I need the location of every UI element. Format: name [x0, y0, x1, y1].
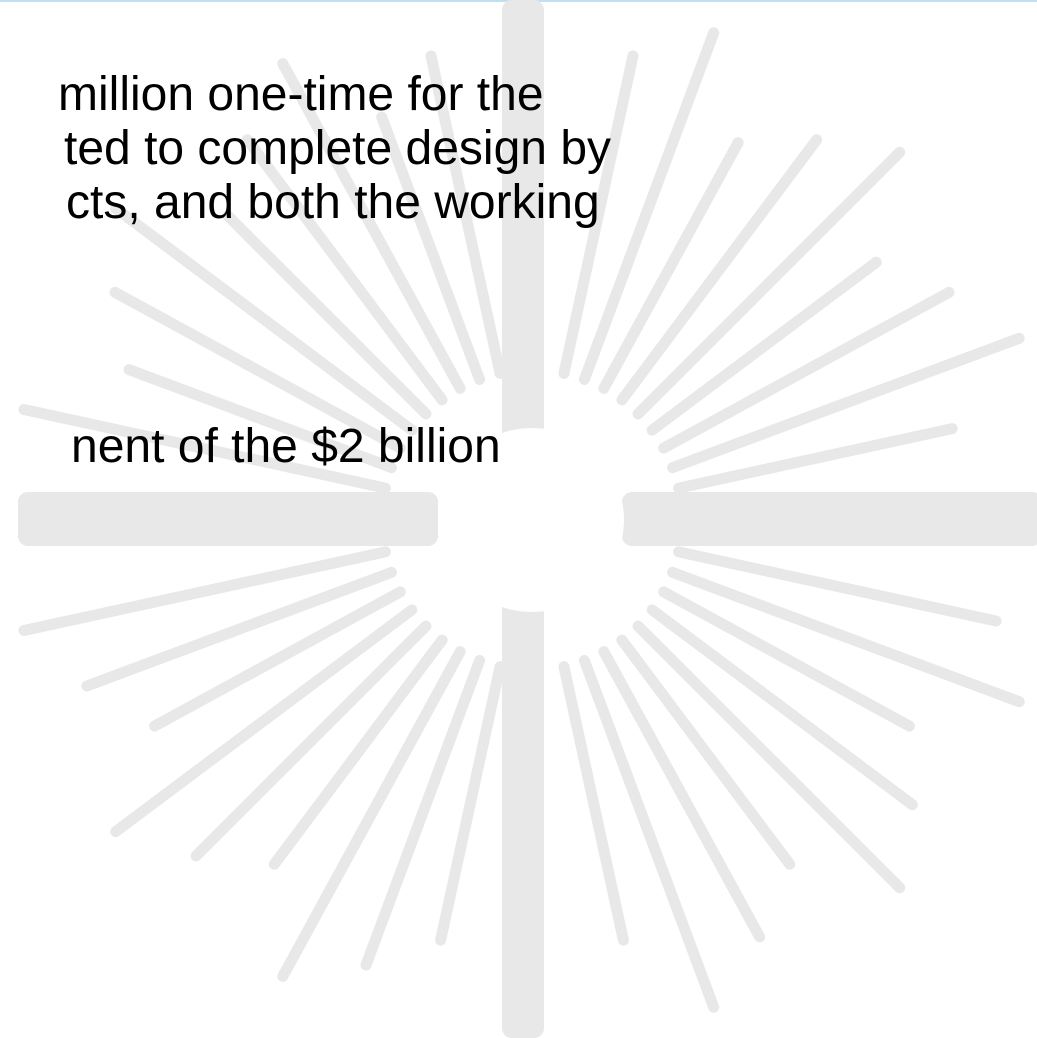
paragraph-line: ted to complete design by — [64, 122, 612, 175]
sunburst-ray — [110, 604, 418, 838]
paragraph-line: cts, and both the working — [66, 176, 600, 229]
sunburst-ray — [646, 604, 918, 811]
sunburst-ray — [18, 404, 391, 494]
sunburst-ray — [616, 634, 796, 870]
sunburst-ray — [241, 134, 448, 406]
sunburst-ray — [190, 620, 432, 862]
body-paragraph-2: nent of the $2 billion — [0, 420, 501, 474]
sunburst-ray — [123, 364, 397, 474]
sunburst-ray — [268, 634, 448, 870]
sunburst-ray — [646, 256, 882, 436]
sunburst-ray — [425, 50, 506, 379]
sunburst-ray — [658, 586, 915, 732]
sunburst-ray — [277, 58, 466, 394]
paragraph-line: million one-time for the — [58, 68, 544, 121]
sunburst-ray — [222, 210, 432, 420]
sunburst-ray — [632, 146, 906, 420]
sunburst-ray — [149, 586, 406, 732]
sunburst-ray — [277, 646, 466, 982]
sunburst-ray — [673, 423, 958, 494]
sunburst-ray — [667, 566, 1025, 708]
sunburst-ray — [578, 27, 720, 385]
cross-horizontal-arm-right — [622, 492, 1037, 546]
body-paragraph-1: million one-time for the ted to complete… — [0, 68, 611, 230]
sunburst-ray — [578, 655, 720, 1013]
cross-vertical-arm-top — [502, 0, 544, 482]
sunburst-ray — [598, 137, 744, 394]
sunburst-ray — [558, 50, 639, 379]
sunburst-center — [440, 428, 624, 612]
sunburst-ray — [435, 661, 506, 946]
cross-horizontal-arm-left — [18, 492, 438, 546]
cross-vertical-arm-bottom — [502, 558, 544, 1038]
sunburst-ray — [616, 134, 823, 406]
sunburst-ray — [673, 546, 1002, 627]
sunburst-ray — [360, 655, 486, 971]
sunburst-ray — [558, 661, 629, 946]
sunburst-ray — [376, 111, 486, 385]
sunburst-ray — [110, 202, 418, 436]
sunburst-ray — [598, 646, 766, 943]
sunburst-ray — [658, 286, 955, 454]
sunburst-ray — [81, 566, 397, 692]
sunburst-ray — [667, 332, 1025, 474]
paragraph-line: nent of the $2 billion — [71, 420, 501, 473]
sunburst-ray — [109, 286, 406, 454]
sunburst-ray — [18, 546, 391, 636]
sunburst-ray — [632, 620, 906, 894]
